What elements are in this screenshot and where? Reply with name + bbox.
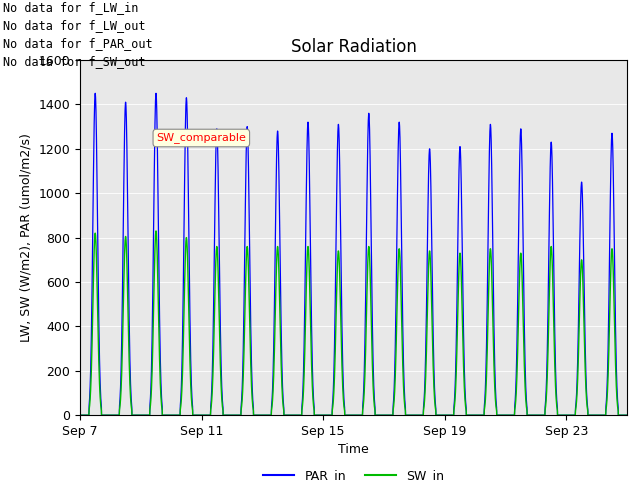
PAR_in (476, 412, 484, 418)
SW_in (152, 228, 160, 234)
PAR_in (508, 412, 515, 418)
PAR_in (623, 412, 630, 418)
Line: PAR_in: PAR_in (80, 93, 627, 415)
Line: SW_in: SW_in (80, 231, 627, 415)
SW_in (175, 412, 182, 418)
SW_in (476, 412, 484, 418)
Legend: PAR_in, SW_in: PAR_in, SW_in (258, 464, 449, 480)
Text: No data for f_PAR_out: No data for f_PAR_out (3, 37, 153, 50)
Text: No data for f_LW_out: No data for f_LW_out (3, 19, 146, 32)
Text: No data for f_LW_in: No data for f_LW_in (3, 0, 139, 13)
Y-axis label: LW, SW (W/m2), PAR (umol/m2/s): LW, SW (W/m2), PAR (umol/m2/s) (20, 133, 33, 342)
SW_in (333, 271, 341, 277)
PAR_in (623, 412, 631, 418)
PAR_in (333, 162, 341, 168)
X-axis label: Time: Time (338, 444, 369, 456)
SW_in (76, 412, 84, 418)
PAR_in (92, 90, 99, 96)
Title: Solar Radiation: Solar Radiation (291, 37, 417, 56)
SW_in (508, 412, 515, 418)
SW_in (623, 412, 630, 418)
SW_in (446, 412, 454, 418)
Text: SW_comparable: SW_comparable (156, 132, 246, 144)
SW_in (623, 412, 631, 418)
PAR_in (446, 412, 454, 418)
PAR_in (76, 412, 84, 418)
PAR_in (175, 412, 182, 418)
Text: No data for f_SW_out: No data for f_SW_out (3, 55, 146, 68)
